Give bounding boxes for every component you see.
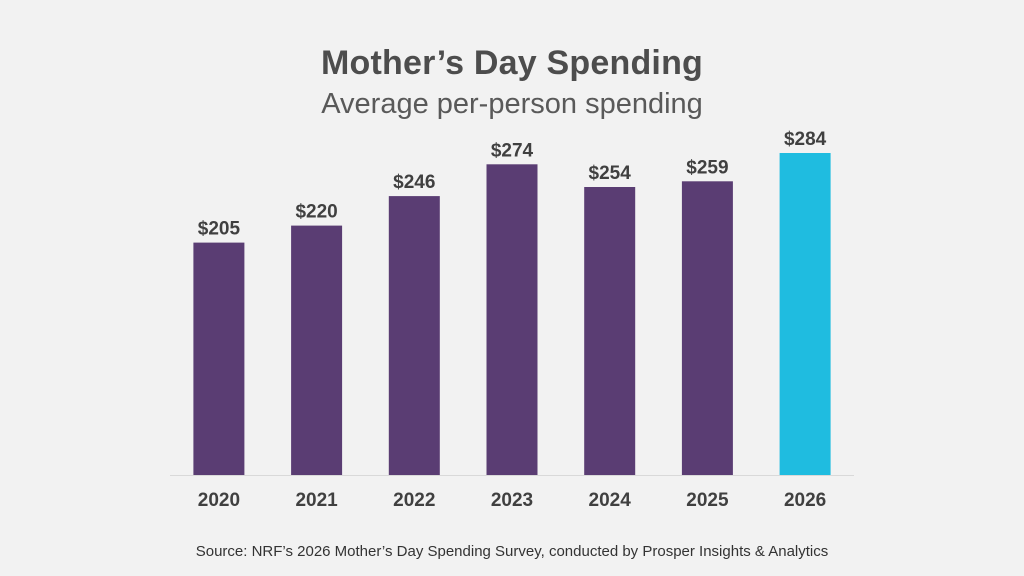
x-tick-label-2026: 2026 (784, 490, 826, 511)
bars-layer (193, 153, 831, 476)
value-label-2024: $254 (589, 163, 632, 184)
bar-2026 (779, 153, 831, 475)
x-tick-label-2021: 2021 (295, 490, 338, 511)
bar-2024 (584, 187, 636, 475)
bar-2021 (291, 225, 343, 475)
value-label-2020: $205 (198, 219, 241, 240)
x-tick-label-2023: 2023 (491, 490, 533, 511)
bar-2025 (681, 181, 733, 476)
value-label-2022: $246 (393, 172, 435, 193)
chart-source-note: Source: NRF’s 2026 Mother’s Day Spending… (195, 543, 829, 560)
x-tick-label-2020: 2020 (198, 490, 240, 511)
chart-subtitle: Average per-person spending (321, 88, 703, 120)
labels-layer: $205 $220 $246 $274 $254 $259 $284 (198, 129, 827, 240)
value-label-2021: $220 (295, 202, 337, 223)
bar-2023 (486, 164, 538, 476)
x-tick-label-2022: 2022 (393, 490, 435, 511)
chart-title: Mother’s Day Spending (320, 44, 704, 82)
bar-2022 (388, 196, 440, 475)
value-label-2025: $259 (686, 157, 728, 178)
bar-2020 (193, 242, 245, 475)
value-label-2026: $284 (784, 129, 827, 150)
x-tick-label-2024: 2024 (589, 490, 632, 511)
x-ticks-layer: 2020 2021 2022 2023 2024 2025 2026 (198, 490, 826, 511)
x-tick-label-2025: 2025 (686, 490, 729, 511)
value-label-2023: $274 (491, 140, 534, 161)
